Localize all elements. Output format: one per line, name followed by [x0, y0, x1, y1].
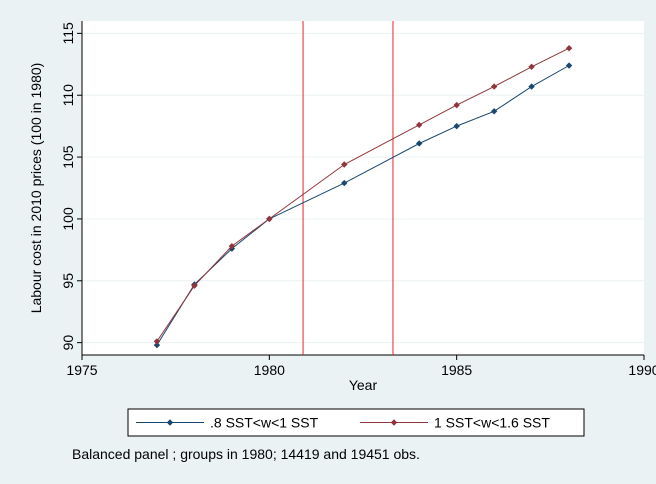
x-axis-label: Year — [349, 377, 378, 393]
series-1-point — [565, 62, 573, 69]
series-1-point — [528, 83, 535, 90]
series-2-point — [528, 63, 535, 70]
series-2-point — [490, 83, 498, 90]
series-2-point — [565, 45, 573, 52]
series-1-point — [416, 140, 423, 147]
y-tick-label: 95 — [60, 273, 76, 289]
legend-label-2: 1 SST<w<1.6 SST — [434, 415, 550, 431]
series-1-point — [453, 122, 460, 130]
series-1-point — [153, 341, 161, 349]
series-2-point — [228, 242, 236, 250]
x-tick-label: 1980 — [254, 362, 285, 378]
legend-marker-2 — [390, 419, 398, 426]
plot-area — [82, 21, 644, 355]
series-2-point — [341, 161, 348, 168]
series-2-point — [453, 101, 460, 109]
x-tick-label: 1990 — [628, 362, 656, 378]
series-2-point — [153, 338, 161, 345]
y-tick-label: 90 — [60, 335, 76, 351]
x-tick-label: 1975 — [66, 362, 97, 378]
series-2-point — [416, 121, 423, 129]
legend-marker-1 — [166, 419, 174, 426]
series-1-point — [341, 179, 348, 187]
y-tick-label: 100 — [60, 207, 76, 231]
series-line-2 — [156, 47, 570, 342]
y-tick-label: 105 — [60, 145, 76, 169]
y-tick-label: 110 — [60, 84, 76, 107]
legend-label-1: .8 SST<w<1 SST — [210, 415, 319, 431]
chart-note: Balanced panel ; groups in 1980; 14419 a… — [72, 446, 420, 462]
x-tick-label: 1985 — [441, 362, 472, 378]
y-axis-label: Labour cost in 2010 prices (100 in 1980) — [28, 63, 44, 314]
y-tick-label: 115 — [60, 22, 76, 45]
series-2-point — [191, 282, 198, 289]
series-2-point — [266, 215, 273, 223]
series-1-point — [490, 108, 498, 115]
